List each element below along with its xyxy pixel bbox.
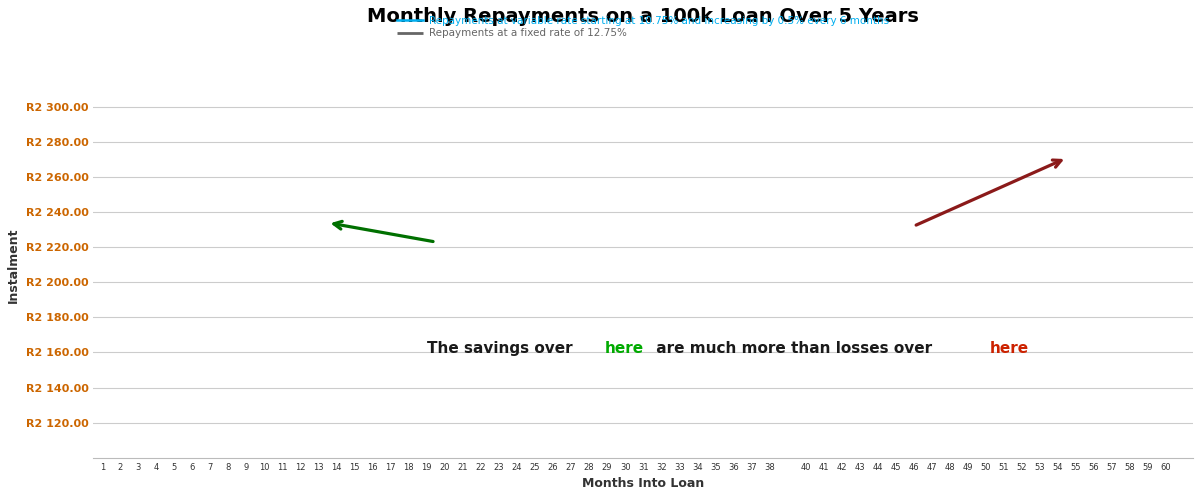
Text: The savings over: The savings over xyxy=(427,341,577,356)
Title: Monthly Repayments on a 100k Loan Over 5 Years: Monthly Repayments on a 100k Loan Over 5… xyxy=(367,7,919,26)
X-axis label: Months Into Loan: Months Into Loan xyxy=(582,477,704,490)
Legend: Repayments at variable rate starting at 10.75% and increasing by 0.5% every 6 mo: Repayments at variable rate starting at … xyxy=(394,11,893,43)
Text: here: here xyxy=(605,341,644,356)
Text: here: here xyxy=(990,341,1030,356)
Y-axis label: Instalment: Instalment xyxy=(7,227,20,303)
Text: are much more than losses over: are much more than losses over xyxy=(652,341,938,356)
